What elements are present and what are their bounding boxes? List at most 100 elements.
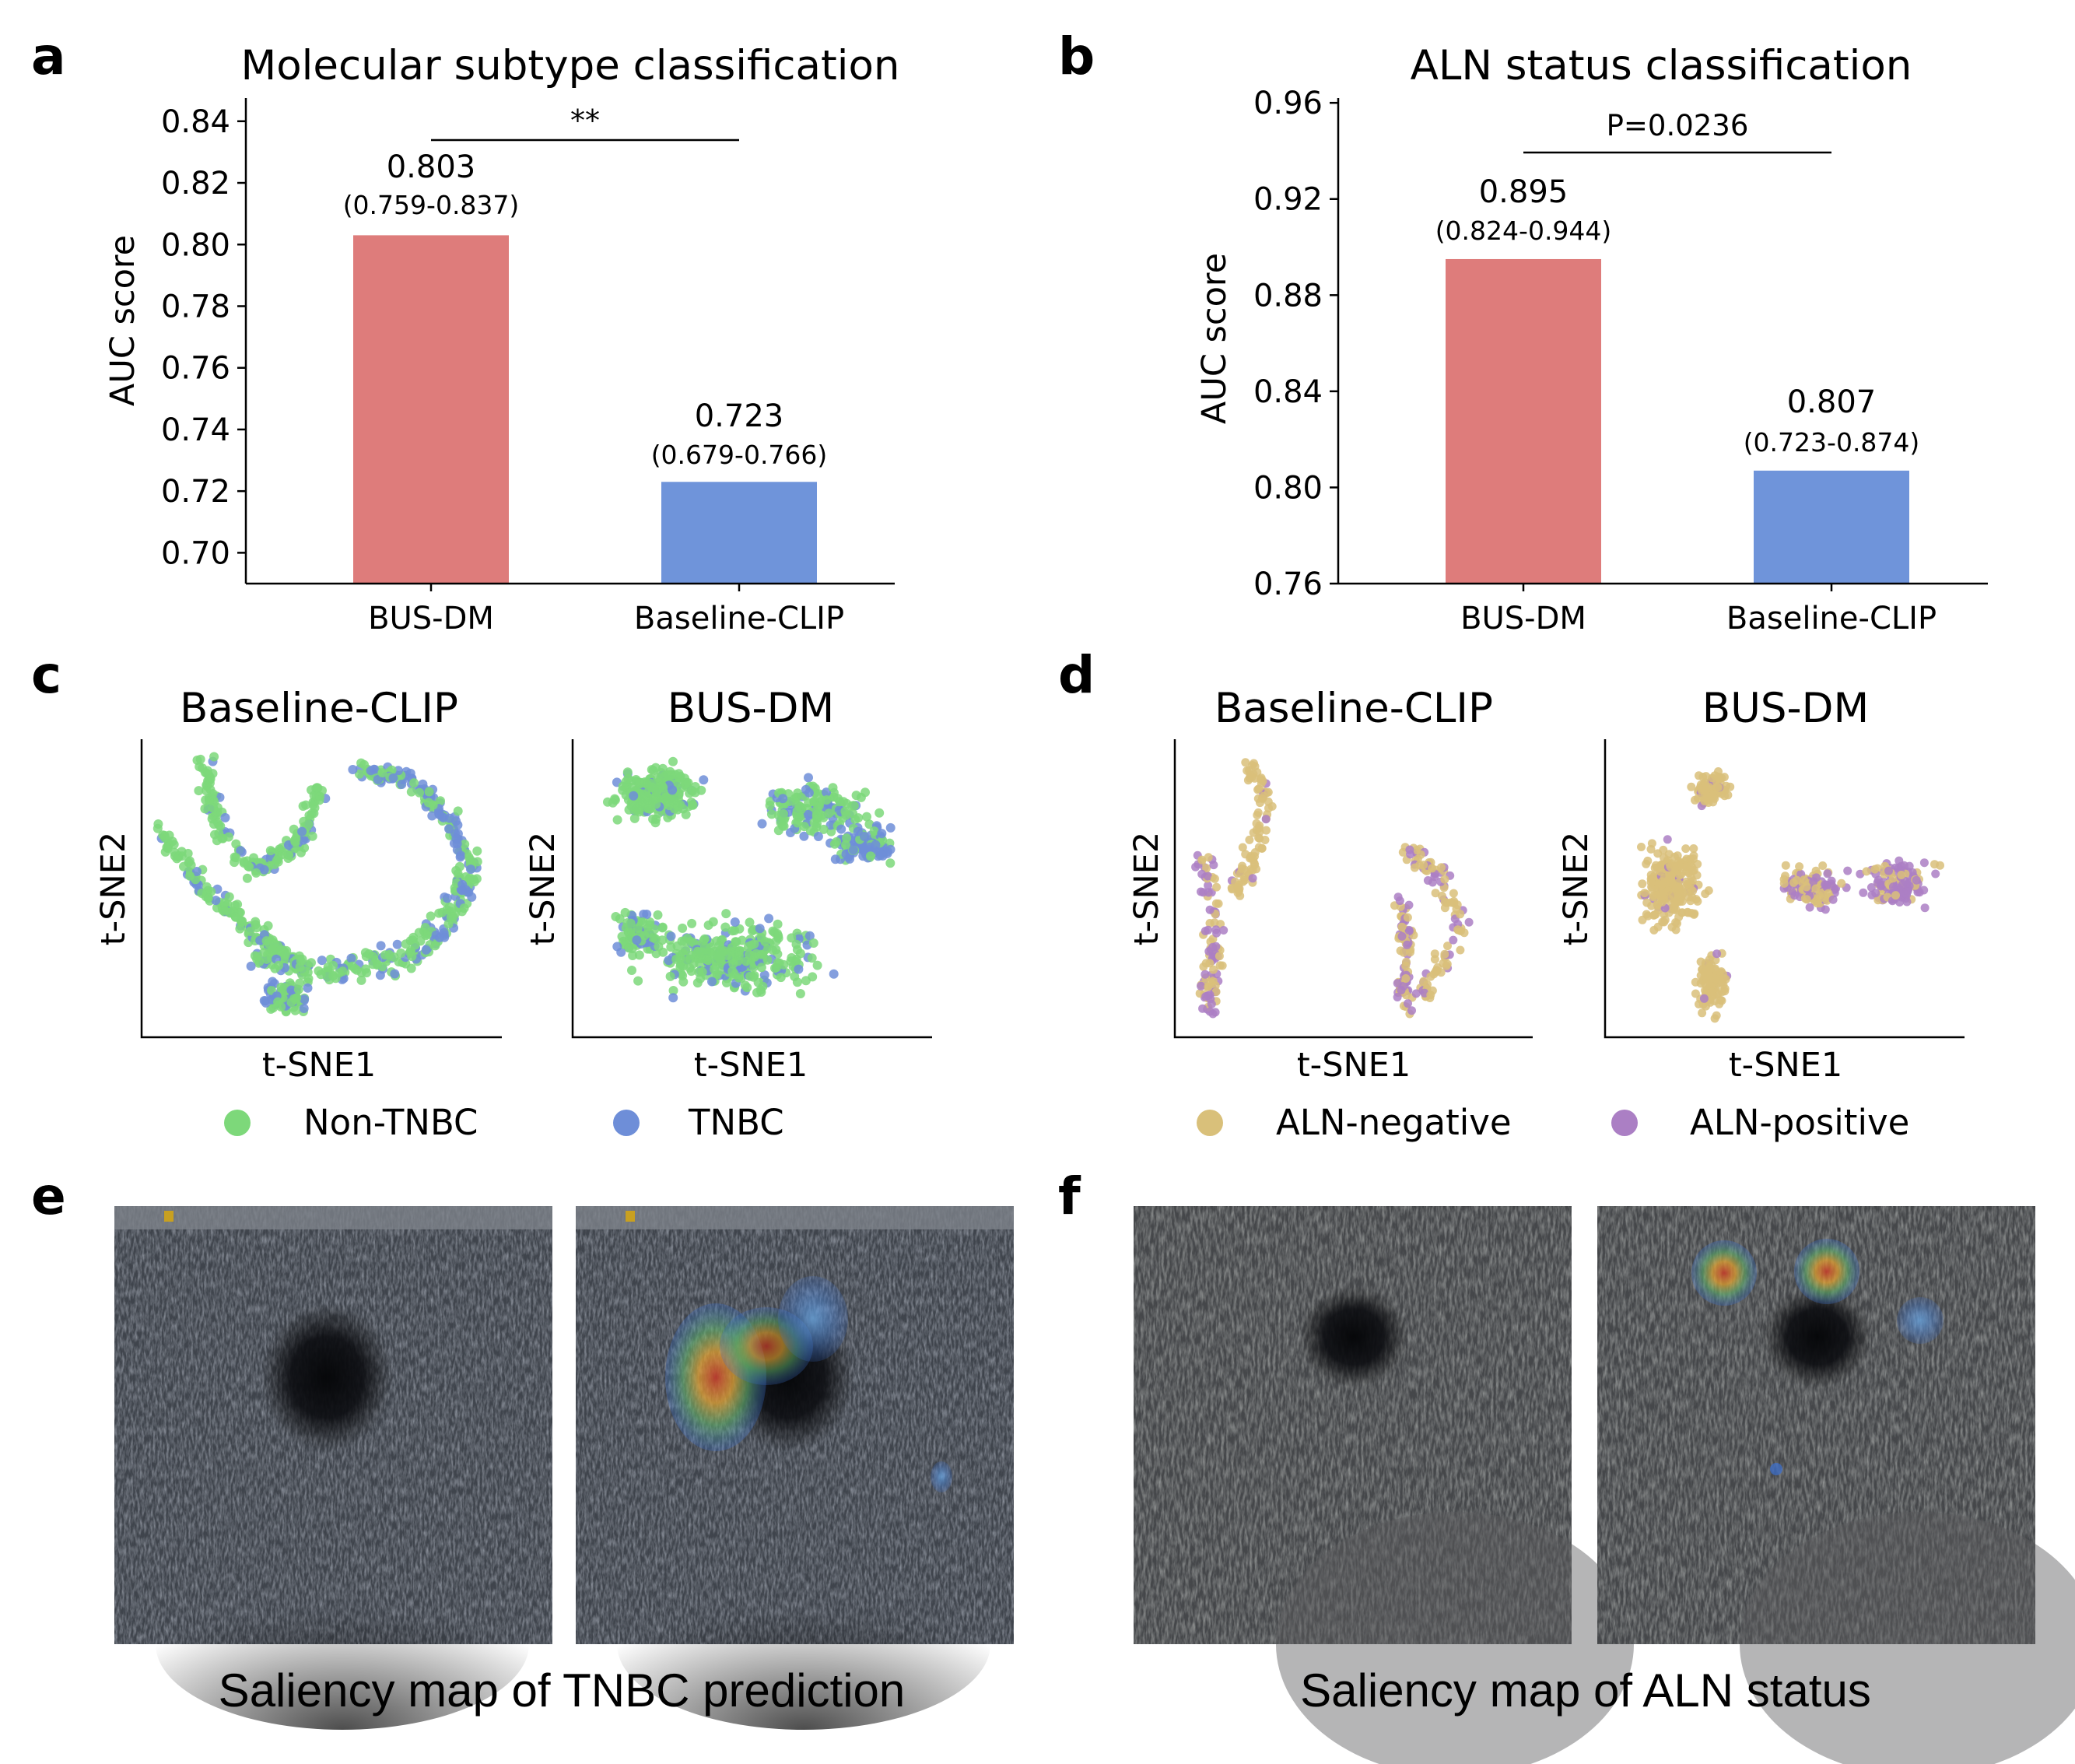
scatter-point-c-baseline-clip (405, 947, 415, 957)
scatter-point-d-bus-dm (1708, 773, 1717, 783)
scatter-point-c-baseline-clip (350, 963, 360, 973)
scatter-point-d-bus-dm (1802, 895, 1811, 904)
subplot-title-d-baseline-clip: Baseline-CLIP (1215, 685, 1493, 732)
scatter-point-d-bus-dm (1862, 867, 1871, 876)
scatter-point-c-baseline-clip (459, 903, 469, 914)
scatter-point-c-bus-dm (734, 924, 745, 934)
scatter-point-c-baseline-clip (389, 952, 399, 962)
scatter-point-d-baseline-clip (1254, 784, 1264, 794)
scatter-point-c-bus-dm (662, 791, 672, 801)
y-label-d-bus-dm: t-SNE2 (1557, 832, 1596, 945)
scatter-point-c-baseline-clip (220, 812, 230, 822)
scatter-point-c-baseline-clip (388, 773, 398, 783)
scatter-point-c-baseline-clip (392, 939, 402, 949)
scatter-point-c-bus-dm (786, 956, 796, 966)
scatter-point-c-baseline-clip (453, 868, 463, 878)
scatter-point-d-baseline-clip (1262, 826, 1271, 835)
scatter-point-c-baseline-clip (300, 994, 310, 1005)
scatter-point-d-baseline-clip (1215, 961, 1225, 970)
scatter-point-c-bus-dm (633, 924, 643, 933)
scatter-point-d-baseline-clip (1204, 853, 1213, 862)
scatter-point-d-baseline-clip (1233, 889, 1243, 897)
scatter-point-c-baseline-clip (192, 867, 202, 876)
scatter-point-d-baseline-clip (1205, 919, 1215, 928)
scatter-point-c-bus-dm (673, 801, 683, 811)
scatter-point-c-bus-dm (678, 923, 688, 933)
scatter-point-d-bus-dm (1811, 884, 1821, 893)
scatter-point-d-bus-dm (1897, 861, 1906, 871)
scatter-point-c-baseline-clip (328, 960, 338, 970)
scatter-point-c-bus-dm (742, 983, 752, 993)
scatter-point-d-baseline-clip (1428, 864, 1437, 873)
scatter-point-d-bus-dm (1823, 869, 1832, 878)
scatter-point-c-baseline-clip (451, 816, 461, 826)
scatter-point-d-bus-dm (1720, 791, 1730, 801)
scatter-point-c-baseline-clip (460, 840, 470, 849)
scatter-point-c-baseline-clip (268, 977, 278, 987)
scatter-point-c-baseline-clip (205, 796, 214, 806)
bar-a-baseline-clip (661, 482, 817, 584)
legend-marker-non-tnbc (224, 1110, 251, 1136)
legend-marker-aln-positive (1611, 1110, 1638, 1136)
y-tick-label-a: 0.76 (161, 351, 230, 387)
scatter-point-c-baseline-clip (418, 779, 428, 789)
scatter-point-c-baseline-clip (301, 800, 311, 810)
scatter-point-c-bus-dm (764, 914, 774, 924)
scatter-point-c-bus-dm (664, 770, 674, 780)
scatter-point-c-baseline-clip (205, 773, 215, 783)
scatter-point-d-baseline-clip (1430, 872, 1439, 882)
scatter-point-c-baseline-clip (259, 864, 269, 875)
scatter-point-d-bus-dm (1888, 882, 1898, 892)
scatter-point-c-bus-dm (682, 777, 692, 787)
scatter-point-c-baseline-clip (246, 961, 256, 971)
scatter-point-c-bus-dm (756, 963, 766, 973)
y-tick-label-b: 0.80 (1253, 470, 1323, 506)
subplot-title-c-bus-dm: BUS-DM (668, 685, 834, 732)
scatter-point-c-bus-dm (822, 795, 832, 805)
panel-letter-e: e (31, 1166, 66, 1226)
scatter-point-d-bus-dm (1688, 886, 1698, 896)
scatter-point-c-baseline-clip (297, 826, 307, 836)
scatter-point-c-bus-dm (807, 953, 817, 963)
scatter-point-d-bus-dm (1931, 869, 1940, 878)
x-tick-b-baseline-clip: Baseline-CLIP (1726, 601, 1937, 637)
scatter-point-c-bus-dm (787, 933, 797, 943)
scatter-point-c-baseline-clip (448, 912, 458, 922)
scatter-point-d-baseline-clip (1416, 850, 1425, 859)
scatter-point-d-baseline-clip (1248, 761, 1257, 770)
scatter-point-c-baseline-clip (211, 896, 221, 906)
bar-b-baseline-clip (1754, 470, 1909, 584)
scatter-point-c-bus-dm (813, 832, 823, 841)
scatter-point-c-baseline-clip (237, 917, 247, 928)
scatter-point-d-baseline-clip (1237, 864, 1246, 873)
scatter-point-c-baseline-clip (409, 778, 419, 788)
scatter-point-c-bus-dm (792, 806, 802, 816)
scatter-point-c-baseline-clip (220, 898, 230, 908)
scatter-point-c-baseline-clip (299, 1004, 309, 1013)
scatter-point-c-baseline-clip (366, 766, 376, 776)
scatter-point-d-baseline-clip (1440, 949, 1449, 959)
scatter-point-d-baseline-clip (1258, 794, 1267, 803)
scatter-point-c-bus-dm (654, 942, 664, 952)
scatter-point-c-baseline-clip (284, 850, 294, 860)
scatter-point-c-baseline-clip (440, 932, 450, 942)
legend-label-aln-negative: ALN-negative (1276, 1102, 1512, 1143)
scatter-point-c-bus-dm (801, 976, 811, 986)
scatter-point-d-baseline-clip (1403, 940, 1412, 949)
scatter-point-c-bus-dm (805, 826, 815, 836)
scatter-point-d-bus-dm (1704, 886, 1713, 895)
scatter-point-c-bus-dm (771, 945, 781, 955)
scatter-point-c-baseline-clip (169, 840, 179, 850)
scatter-point-c-baseline-clip (203, 893, 213, 903)
scatter-point-c-bus-dm (664, 956, 674, 966)
caption-f: Saliency map of ALN status (1300, 1664, 1871, 1717)
scatter-point-d-bus-dm (1919, 858, 1929, 868)
scatter-point-c-baseline-clip (434, 808, 444, 819)
scatter-point-c-bus-dm (793, 818, 803, 828)
scatter-point-d-bus-dm (1818, 861, 1828, 870)
scatter-point-c-baseline-clip (259, 996, 269, 1005)
scatter-point-d-bus-dm (1688, 866, 1697, 875)
scatter-point-c-bus-dm (762, 944, 772, 953)
scatter-point-d-baseline-clip (1449, 889, 1458, 898)
scatter-point-c-baseline-clip (314, 795, 324, 805)
